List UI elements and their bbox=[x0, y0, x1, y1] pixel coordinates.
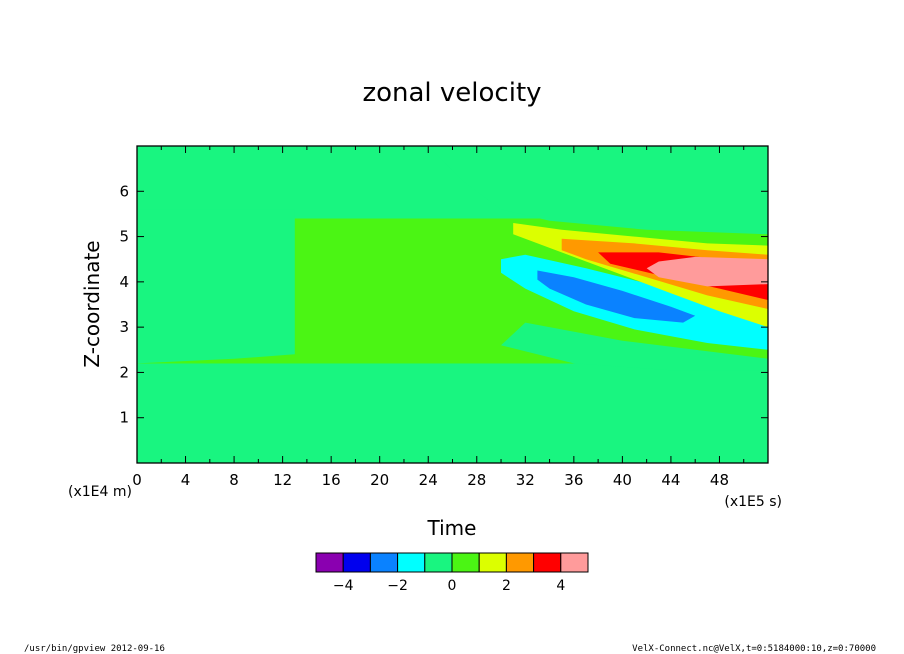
colorbar-swatch bbox=[560, 552, 589, 573]
colorbar: −4 −2 0 2 4 bbox=[315, 552, 589, 594]
x-units-label: (x1E5 s) bbox=[724, 494, 782, 510]
colorbar-swatch bbox=[369, 552, 399, 573]
footer-right: VelX-Connect.nc@VelX,t=0:5184000:10,z=0:… bbox=[632, 644, 876, 654]
colorbar-swatch bbox=[478, 552, 507, 573]
y-tick-label: 2 bbox=[119, 363, 129, 381]
plot-area bbox=[137, 146, 768, 463]
x-tick-label: 16 bbox=[322, 471, 341, 489]
colorbar-swatch bbox=[424, 552, 453, 573]
colorbar-swatch bbox=[315, 552, 344, 573]
x-tick-label: 4 bbox=[181, 471, 191, 489]
y-tick-label: 1 bbox=[119, 409, 129, 427]
colorbar-tick-label: −2 bbox=[387, 578, 408, 594]
contour-region-5 bbox=[501, 322, 768, 371]
y-axis-ticks: 1 2 3 4 5 6 bbox=[119, 182, 768, 427]
x-tick-label: 36 bbox=[564, 471, 583, 489]
contour-region-11 bbox=[646, 256, 768, 287]
chart-title: zonal velocity bbox=[362, 78, 541, 108]
footer-left: /usr/bin/gpview 2012-09-16 bbox=[24, 644, 165, 654]
colorbar-swatch bbox=[533, 552, 562, 573]
x-tick-label: 44 bbox=[661, 471, 680, 489]
contour-region-3 bbox=[137, 209, 295, 364]
colorbar-swatch bbox=[342, 552, 371, 573]
y-tick-label: 4 bbox=[119, 273, 129, 291]
colorbar-tick-label: 2 bbox=[502, 578, 511, 594]
y-tick-label: 6 bbox=[119, 182, 129, 200]
x-axis-ticks: 0 4 8 12 16 20 24 28 32 36 40 44 48 bbox=[132, 146, 745, 489]
y-units-label: (x1E4 m) bbox=[68, 484, 132, 500]
x-tick-label: 8 bbox=[229, 471, 239, 489]
colorbar-swatch bbox=[397, 552, 426, 573]
colorbar-tick-label: −4 bbox=[333, 578, 354, 594]
x-tick-label: 32 bbox=[516, 471, 535, 489]
colorbar-tick-label: 4 bbox=[556, 578, 565, 594]
x-tick-label: 48 bbox=[710, 471, 729, 489]
x-tick-label: 20 bbox=[370, 471, 389, 489]
contour-region-7 bbox=[537, 270, 696, 323]
x-tick-label: 40 bbox=[613, 471, 632, 489]
x-tick-label: 24 bbox=[419, 471, 438, 489]
x-tick-label: 28 bbox=[467, 471, 486, 489]
colorbar-swatch bbox=[505, 552, 535, 573]
y-axis-label: Z-coordinate bbox=[80, 240, 104, 367]
contour-regions bbox=[137, 146, 768, 463]
x-tick-label: 12 bbox=[273, 471, 292, 489]
contour-region-0 bbox=[137, 363, 768, 463]
colorbar-tick-label: 0 bbox=[448, 578, 457, 594]
y-tick-label: 5 bbox=[119, 228, 129, 246]
contour-region-4 bbox=[428, 146, 768, 235]
x-axis-label: Time bbox=[427, 516, 477, 540]
x-tick-label: 0 bbox=[132, 471, 142, 489]
colorbar-swatch bbox=[451, 552, 480, 573]
y-tick-label: 3 bbox=[119, 318, 129, 336]
